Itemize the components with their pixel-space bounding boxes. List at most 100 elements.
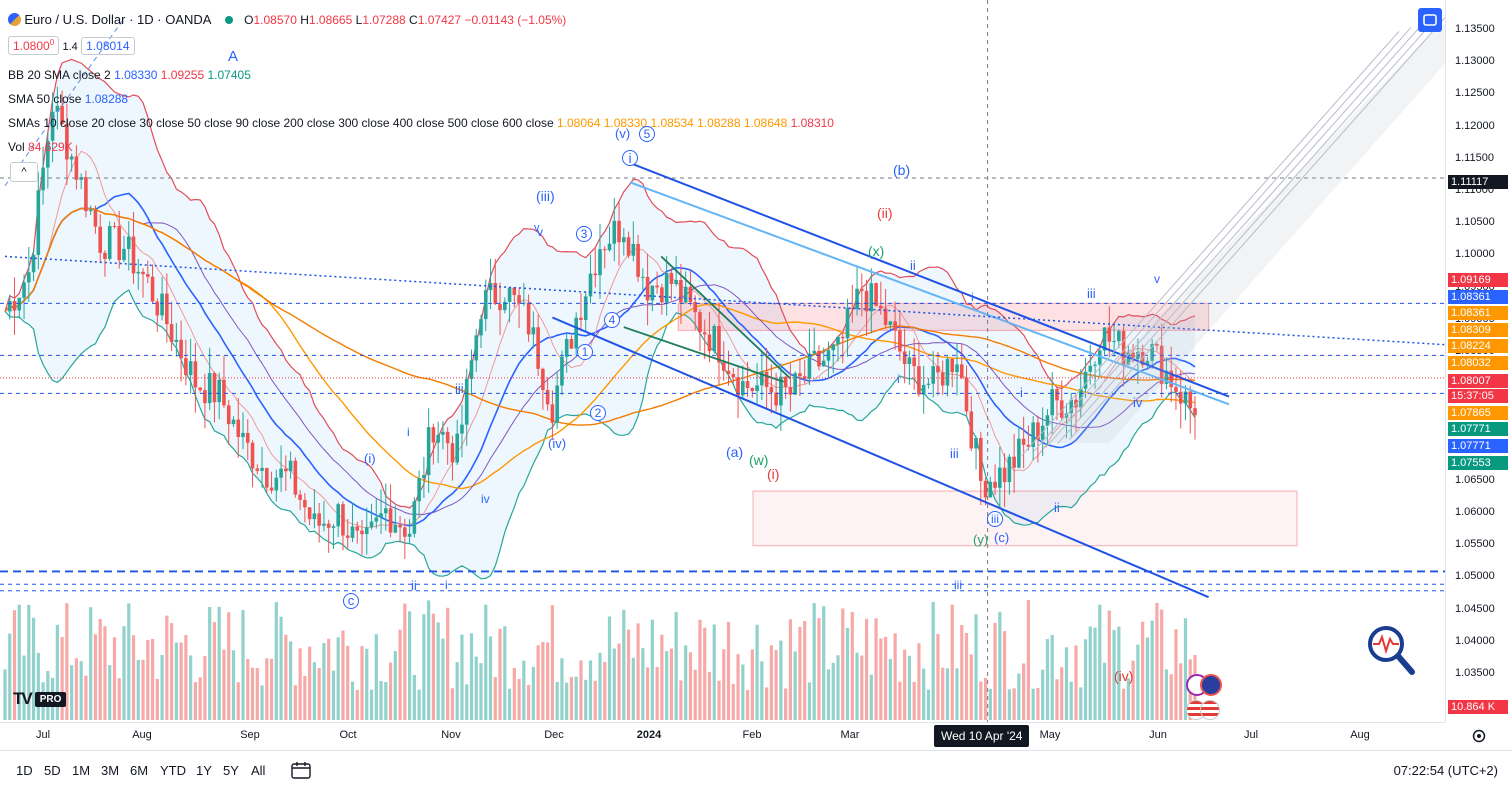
elliott-wave-label[interactable]: c (343, 593, 359, 609)
volume-bar (17, 604, 21, 720)
elliott-wave-label[interactable]: i (1020, 385, 1023, 400)
elliott-wave-label[interactable]: (x) (868, 243, 885, 259)
elliott-wave-label[interactable]: (b) (893, 162, 911, 178)
elliott-wave-label[interactable]: iii (954, 578, 962, 592)
elliott-wave-label[interactable]: iv (481, 492, 490, 506)
elliott-wave-label[interactable]: 2 (590, 405, 606, 421)
candle-body (226, 405, 231, 425)
volume-bar (422, 614, 426, 720)
elliott-wave-label[interactable]: v (1154, 272, 1160, 286)
volume-bar (845, 627, 850, 720)
candle-body (98, 226, 102, 253)
candle-body (907, 357, 912, 365)
elliott-wave-label[interactable]: (a) (726, 444, 744, 460)
candle-body (1131, 352, 1135, 360)
elliott-wave-label[interactable]: (i) (364, 451, 376, 466)
volume-bar (122, 626, 126, 720)
elliott-wave-label[interactable]: (ii) (877, 205, 893, 221)
candle-body (150, 276, 155, 302)
elliott-wave-label[interactable]: i (407, 425, 410, 439)
elliott-wave-label[interactable]: (w) (749, 452, 769, 468)
timeframe-button[interactable]: YTD (160, 763, 186, 778)
volume-bar (993, 622, 997, 720)
timeframe-button[interactable]: 5D (44, 763, 61, 778)
volume-bar (469, 633, 474, 720)
elliott-wave-label[interactable]: (c) (994, 530, 1010, 545)
timeframe-button[interactable]: 6M (130, 763, 149, 778)
candle-body (355, 526, 360, 531)
clock[interactable]: 07:22:54 (UTC+2) (1393, 763, 1498, 778)
candle-body (464, 378, 469, 425)
elliott-wave-label[interactable]: iii (987, 511, 1003, 527)
candle-body (764, 371, 769, 388)
elliott-wave-label[interactable]: ii (1054, 500, 1060, 515)
collapse-legend-button[interactable]: ^ (10, 162, 38, 182)
candlestick-chart[interactable] (0, 0, 1445, 722)
elliott-wave-label[interactable]: A (228, 48, 239, 65)
elliott-wave-label[interactable]: i (622, 150, 638, 166)
candle-body (1155, 344, 1159, 346)
candle-body (755, 385, 759, 392)
volume-bar (760, 661, 764, 720)
fullscreen-button[interactable] (1418, 8, 1442, 32)
elliott-wave-label[interactable]: i (971, 290, 974, 304)
sell-button[interactable]: 1.08000 (8, 36, 60, 55)
candle-body (636, 243, 640, 277)
volume-bar (189, 655, 193, 720)
elliott-wave-label[interactable]: (v) (615, 126, 631, 141)
time-tick-label: Aug (1350, 729, 1370, 741)
time-axis[interactable]: JulAugSepOctNovDec2024FebMarAprMayJunJul… (0, 722, 1486, 751)
symbol-title[interactable]: Euro / U.S. Dollar · 1D · OANDA (24, 12, 212, 27)
volume-bar (493, 677, 497, 720)
buy-button[interactable]: 1.08014 (81, 37, 135, 55)
elliott-wave-label[interactable]: iv (1133, 395, 1143, 410)
chart-settings-button[interactable] (1470, 727, 1488, 745)
indicator-legend-row[interactable]: SMA 50 close 1.08288 (8, 92, 128, 106)
timeframe-button[interactable]: 1M (72, 763, 91, 778)
elliott-wave-label[interactable]: (iv) (1114, 668, 1134, 684)
volume-bar (341, 630, 345, 720)
timeframe-button[interactable]: 3M (101, 763, 120, 778)
indicator-legend-row[interactable]: Vol 84.629K (8, 140, 73, 154)
timeframe-button[interactable]: All (251, 763, 266, 778)
elliott-wave-label[interactable]: v (537, 225, 543, 239)
elliott-wave-label[interactable]: ii (411, 578, 417, 593)
volume-bar (950, 604, 954, 720)
volume-bar (236, 682, 240, 720)
date-range-button[interactable] (290, 760, 312, 780)
elliott-wave-label[interactable]: v (534, 222, 540, 234)
volume-bar (765, 687, 769, 720)
candle-body (1164, 370, 1169, 384)
volume-bar (1007, 689, 1011, 720)
candle-body (479, 319, 483, 336)
volume-bar (298, 648, 302, 720)
elliott-wave-label[interactable]: 4 (604, 312, 620, 328)
elliott-wave-label[interactable]: (y) (973, 532, 989, 547)
elliott-wave-label[interactable]: i (445, 578, 448, 592)
elliott-wave-label[interactable]: ii (910, 258, 916, 273)
elliott-wave-label[interactable]: iii (950, 446, 959, 461)
events-icons[interactable] (1186, 674, 1222, 720)
timeframe-button[interactable]: 1Y (196, 763, 212, 778)
elliott-wave-label[interactable]: iii (455, 381, 464, 396)
volume-bar (93, 634, 98, 720)
indicator-legend-row[interactable]: BB 20 SMA close 2 1.08330 1.09255 1.0740… (8, 68, 251, 82)
candle-body (650, 285, 655, 301)
elliott-wave-label[interactable]: 1 (577, 344, 593, 360)
elliott-wave-label[interactable]: (iii) (536, 188, 555, 204)
magnifier-widget[interactable] (1366, 624, 1418, 678)
timeframe-button[interactable]: 1D (16, 763, 33, 778)
elliott-wave-label[interactable]: (iv) (548, 436, 567, 451)
volume-bar (131, 635, 136, 720)
chart-pane[interactable]: Euro / U.S. Dollar · 1D · OANDA O1.08570… (0, 0, 1445, 722)
elliott-wave-label[interactable]: 5 (639, 126, 655, 142)
candle-body (674, 280, 678, 285)
elliott-wave-label[interactable]: (i) (767, 466, 780, 482)
indicator-legend-row[interactable]: SMAs 10 close 20 close 30 close 50 close… (8, 116, 834, 130)
elliott-wave-label[interactable]: 3 (576, 226, 592, 242)
timeframe-button[interactable]: 5Y (223, 763, 239, 778)
elliott-wave-label[interactable]: iii (1087, 286, 1096, 301)
price-scale[interactable]: 1.13500 1.13000 1.12500 1.12000 1.11500 1.110… (1445, 0, 1512, 722)
volume-bar (822, 606, 826, 720)
elliott-wave-label[interactable]: i (897, 372, 900, 386)
